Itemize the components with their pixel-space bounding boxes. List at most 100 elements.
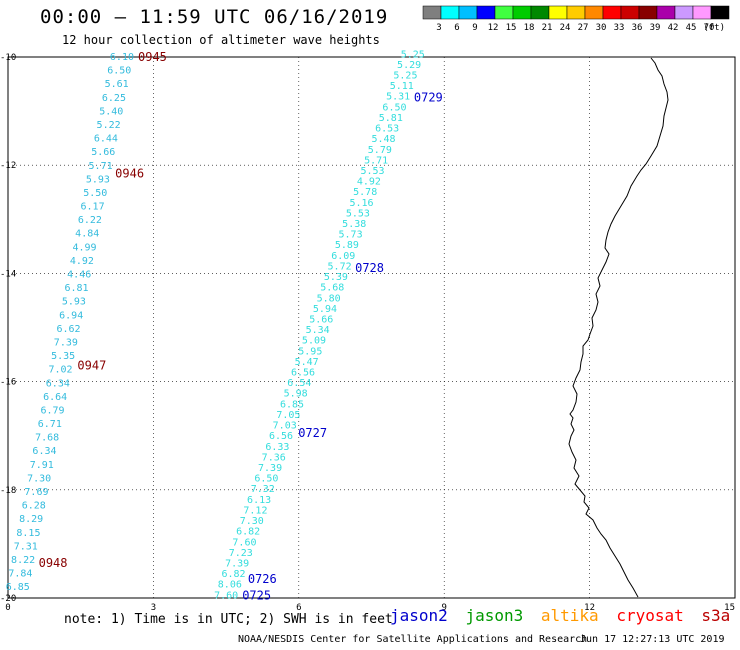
map-subtitle: 12 hour collection of altimeter wave hei… — [62, 33, 380, 47]
wave-height-west: 6.28 — [22, 501, 46, 512]
map-frame — [7, 56, 736, 599]
colorbar-label: 3 — [436, 23, 441, 33]
wave-height-east: 5.79 — [368, 145, 392, 156]
y-tick-label: -10 — [0, 53, 16, 63]
wave-height-east: 5.98 — [284, 389, 308, 400]
colorbar-label: 39 — [650, 23, 661, 33]
colorbar-swatch — [512, 5, 532, 20]
wave-height-west: 6.10 — [110, 52, 134, 63]
wave-height-east: 6.13 — [247, 495, 271, 506]
wave-height-east: 5.09 — [302, 336, 326, 347]
wave-height-west: 6.34 — [32, 446, 56, 457]
wave-height-east: 7.05 — [276, 410, 300, 421]
colorbar-swatch — [692, 5, 712, 20]
wave-height-east: 5.80 — [317, 293, 341, 304]
wave-height-west: 6.79 — [40, 405, 64, 416]
wave-height-east: 5.31 — [386, 92, 410, 103]
wave-height-east: 5.34 — [306, 325, 330, 336]
altimeter-tracks: 6.10 6.50 5.61 6.25 5.40 5.22 6.44 5.66 5.71 5.93… — [6, 49, 443, 602]
colorbar-label: 9 — [472, 23, 477, 33]
pass-time-east: 0726 — [248, 572, 277, 586]
wave-height-west: 4.46 — [67, 270, 91, 281]
x-tick-label: 15 — [724, 603, 735, 613]
pass-time-west: 0947 — [77, 358, 106, 372]
colorbar-swatch — [440, 5, 460, 20]
wave-height-west: 7.30 — [27, 473, 51, 484]
colorbar-label: 12 — [488, 23, 499, 33]
colorbar-swatch — [530, 5, 550, 20]
wave-height-west: 6.85 — [6, 582, 30, 593]
wave-height-east: 7.23 — [229, 548, 253, 559]
footnote: note: 1) Time is in UTC; 2) SWH is in fe… — [64, 612, 393, 627]
wave-height-east: 5.68 — [320, 283, 344, 294]
wave-height-east: 6.50 — [254, 474, 278, 485]
wave-height-east: 5.25 — [401, 49, 425, 60]
colorbar-swatch — [422, 5, 442, 20]
satellite-altika: altika — [540, 606, 599, 625]
colorbar-label: 36 — [632, 23, 643, 33]
x-tick-label: 0 — [5, 603, 10, 613]
wave-height-east: 6.50 — [382, 102, 406, 113]
wave-height-east: 5.48 — [371, 134, 395, 145]
wave-height-east: 5.94 — [313, 304, 337, 315]
colorbar-label: 70 — [704, 23, 715, 33]
wave-height-east: 6.53 — [375, 124, 399, 135]
y-tick-label: -18 — [0, 486, 16, 496]
colorbar-swatch — [674, 5, 694, 20]
wave-height-east: 5.81 — [379, 113, 403, 124]
x-tick-label: 9 — [441, 603, 446, 613]
y-tick-label: -16 — [0, 378, 16, 388]
wave-height-west: 7.84 — [8, 569, 32, 580]
colorbar-swatch — [584, 5, 604, 20]
satellite-s3a: s3a — [701, 606, 731, 625]
pass-time-east: 0728 — [355, 261, 384, 275]
wave-height-east: 7.32 — [251, 484, 275, 495]
colorbar-swatch — [656, 5, 676, 20]
colorbar-swatch — [494, 5, 514, 20]
wave-height-east: 4.92 — [357, 177, 381, 188]
wave-height-west: 5.66 — [91, 147, 115, 158]
colorbar-label: 45 — [686, 23, 697, 33]
wave-height-west: 8.15 — [16, 528, 40, 539]
wave-height-east: 6.56 — [269, 431, 293, 442]
wave-height-east: 5.66 — [309, 314, 333, 325]
pass-time-west: 0946 — [115, 166, 144, 180]
y-tick-label: -20 — [0, 594, 16, 604]
credit-line: NOAA/NESDIS Center for Satellite Applica… — [238, 634, 588, 645]
wave-height-west: 5.40 — [99, 106, 123, 117]
wave-height-west: 6.71 — [38, 419, 62, 430]
wave-height-west: 7.39 — [54, 337, 78, 348]
satellite-jason2: jason2 — [390, 606, 448, 625]
wave-height-east: 7.39 — [258, 463, 282, 474]
colorbar-swatch — [566, 5, 586, 20]
wave-height-east: 7.03 — [273, 421, 297, 432]
wave-height-west: 5.71 — [89, 161, 113, 172]
wave-height-west: 7.69 — [24, 487, 48, 498]
satellite-jason3: jason3 — [465, 606, 524, 625]
wave-height-west: 5.22 — [97, 120, 121, 131]
wave-height-east: 5.95 — [298, 346, 322, 357]
wave-height-west: 6.50 — [107, 66, 131, 77]
pass-time-east: 0729 — [414, 91, 443, 105]
wave-height-west: 6.22 — [78, 215, 102, 226]
wave-height-east: 5.71 — [364, 155, 388, 166]
colorbar-label: 42 — [668, 23, 679, 33]
colorbar-swatch — [602, 5, 622, 20]
wave-height-east: 5.73 — [339, 230, 363, 241]
wave-height-east: 5.89 — [335, 240, 359, 251]
colorbar-label: 24 — [560, 23, 571, 33]
wave-height-west: 6.81 — [64, 283, 88, 294]
wave-height-east: 6.09 — [331, 251, 355, 262]
colorbar-swatch — [548, 5, 568, 20]
wave-height-east: 5.47 — [295, 357, 319, 368]
wave-height-west: 4.99 — [73, 242, 97, 253]
x-tick-label: 12 — [584, 603, 595, 613]
wave-height-west: 5.93 — [62, 297, 86, 308]
wave-height-east: 5.39 — [324, 272, 348, 283]
wave-height-west: 5.93 — [86, 174, 110, 185]
wave-height-west: 7.31 — [14, 541, 38, 552]
axis-ticks: 0 3 6 9 12 15 -10 -12 -14 -16 -18 -20 — [0, 53, 735, 613]
wave-height-west: 6.44 — [94, 134, 118, 145]
wave-height-east: 7.60 — [214, 590, 238, 601]
